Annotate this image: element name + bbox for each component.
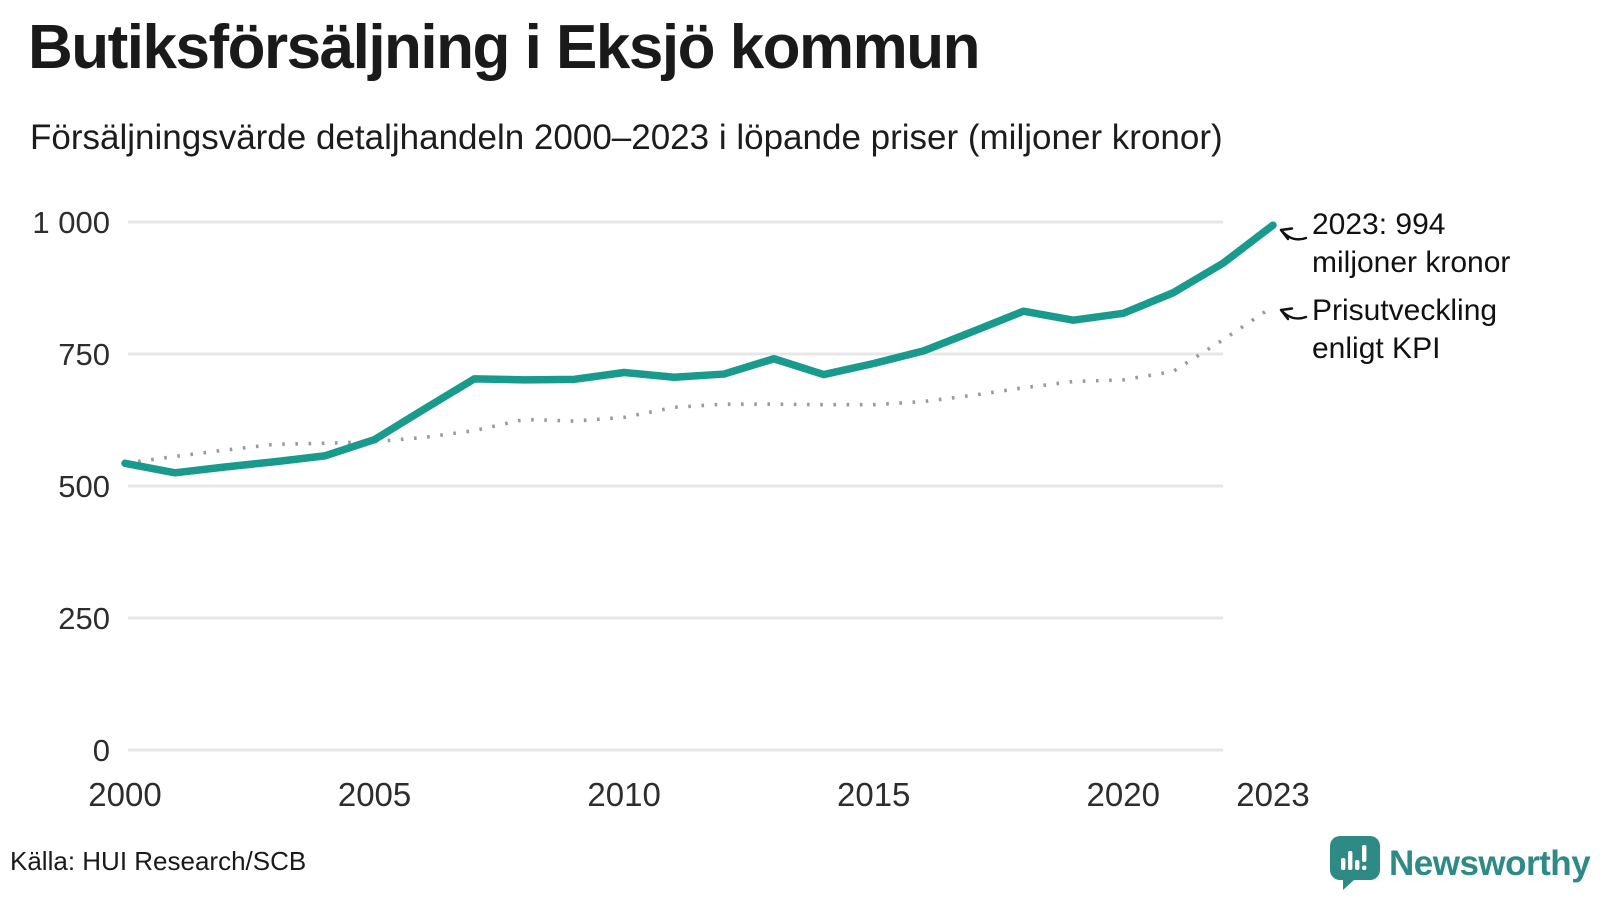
y-axis-labels: 0 250 500 750 1 000 xyxy=(32,205,110,768)
annotation-kpi-line1: Prisutveckling xyxy=(1312,294,1498,327)
y-tick-label: 1 000 xyxy=(32,205,110,240)
y-tick-label: 750 xyxy=(58,337,110,372)
annotation-sales-line1: 2023: 994 xyxy=(1312,208,1446,241)
y-tick-label: 0 xyxy=(93,733,110,768)
annotation-arrow-sales xyxy=(1279,227,1308,241)
newsworthy-icon xyxy=(1330,836,1380,890)
x-tick-label: 2005 xyxy=(338,776,411,813)
chart-subtitle: Försäljningsvärde detaljhandeln 2000–202… xyxy=(30,118,1223,157)
sales-series-line xyxy=(121,221,1277,477)
x-tick-label: 2015 xyxy=(837,776,910,813)
x-tick-label: 2020 xyxy=(1087,776,1160,813)
gridlines xyxy=(128,220,1223,752)
annotation-sales-line2: miljoner kronor xyxy=(1312,246,1511,279)
x-tick-label: 2023 xyxy=(1236,776,1309,813)
y-tick-label: 250 xyxy=(58,601,110,636)
annotation-kpi: Prisutveckling enligt KPI xyxy=(1312,292,1497,368)
annotation-kpi-line2: enligt KPI xyxy=(1312,332,1441,365)
annotation-sales-2023: 2023: 994 miljoner kronor xyxy=(1312,206,1510,282)
chart-title: Butiksförsäljning i Eksjö kommun xyxy=(28,13,981,82)
newsworthy-wordmark: Newsworthy xyxy=(1389,844,1591,883)
y-tick-label: 500 xyxy=(58,469,110,504)
newsworthy-logo: Newsworthy xyxy=(1330,836,1591,892)
kpi-series-line xyxy=(124,304,1274,466)
annotation-arrow-kpi xyxy=(1279,307,1308,321)
source-credit: Källa: HUI Research/SCB xyxy=(10,846,307,876)
x-axis-labels: 2000 2005 2010 2015 2020 2023 xyxy=(88,776,1309,813)
x-tick-label: 2000 xyxy=(88,776,161,813)
x-tick-label: 2010 xyxy=(587,776,660,813)
